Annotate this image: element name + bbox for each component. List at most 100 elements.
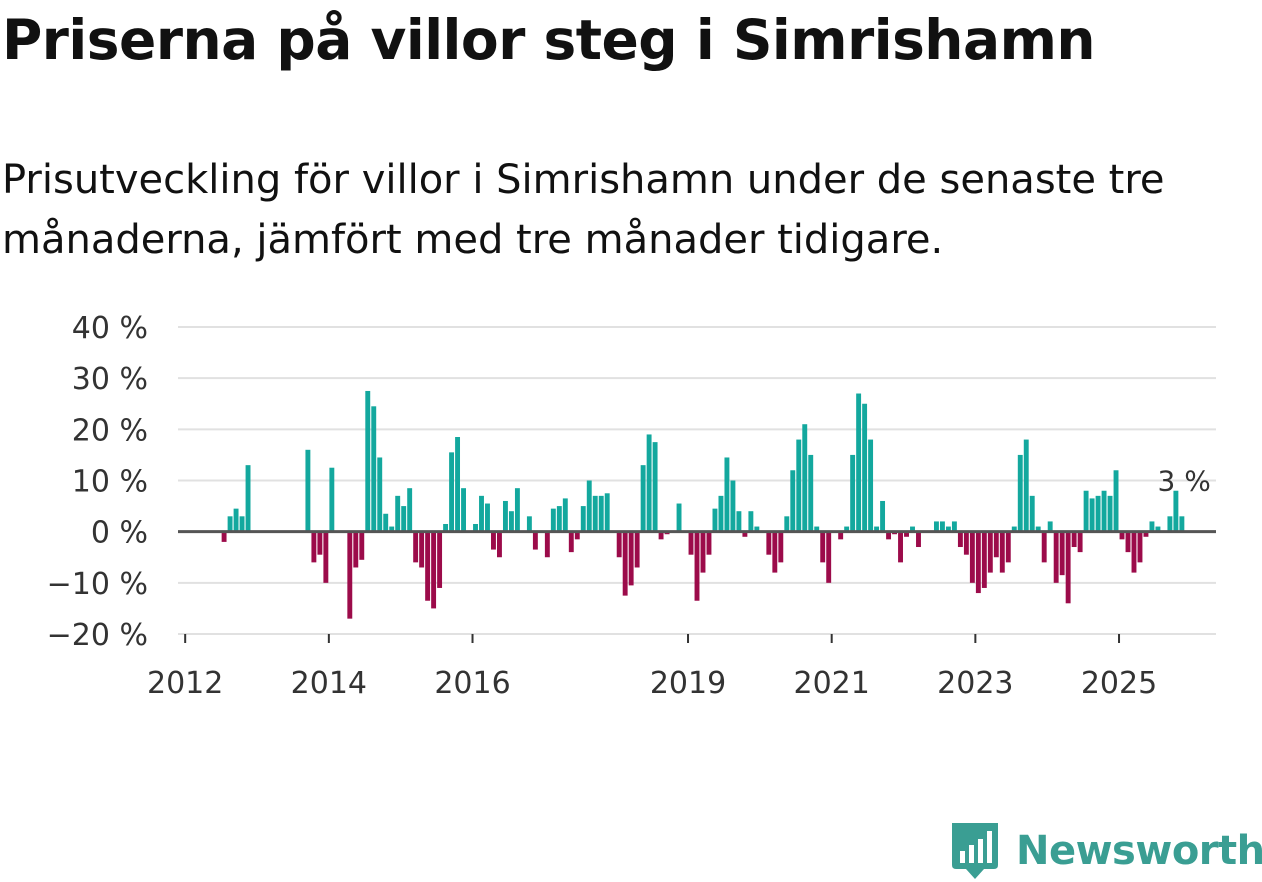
bar-negative — [957, 531, 963, 548]
bar-negative — [353, 531, 359, 568]
bar-negative — [1131, 531, 1137, 573]
bar-positive — [1149, 521, 1155, 532]
bar-negative — [838, 531, 844, 540]
bar-negative — [742, 531, 748, 537]
bar-positive — [1167, 516, 1173, 532]
bar-negative — [628, 531, 634, 586]
bar-positive — [508, 511, 514, 532]
bar-positive — [856, 393, 862, 532]
bar-negative — [359, 531, 365, 560]
bar-negative — [419, 531, 425, 568]
bar-positive — [1023, 439, 1029, 532]
bar-positive — [862, 403, 868, 532]
newsworthy-logo: Newsworthy — [950, 820, 1262, 882]
bar-positive — [868, 439, 874, 532]
bar-negative — [221, 531, 227, 542]
bar-negative — [969, 531, 975, 583]
bar-positive — [377, 457, 383, 532]
bar-negative — [1071, 531, 1077, 548]
bar-negative — [437, 531, 443, 588]
bar-negative — [694, 531, 700, 601]
bar-positive — [514, 488, 520, 532]
bar-positive — [395, 495, 401, 532]
bar-negative — [568, 531, 574, 553]
bar-positive — [808, 454, 814, 532]
bar-negative — [1119, 531, 1125, 540]
bar-negative — [311, 531, 317, 563]
x-tick-label: 2021 — [794, 666, 870, 700]
bar-negative — [347, 531, 353, 619]
bar-positive — [939, 521, 945, 532]
bar-negative — [1065, 531, 1071, 604]
bar-positive — [718, 495, 724, 532]
bar-positive — [646, 434, 652, 532]
bar-positive — [844, 526, 850, 532]
bar-positive — [485, 503, 490, 532]
bar-negative — [1041, 531, 1047, 563]
bar-negative — [916, 531, 921, 548]
bar-positive — [1089, 498, 1095, 532]
bar-negative — [993, 531, 999, 558]
bar-negative — [491, 531, 496, 550]
bar-positive — [1047, 521, 1053, 532]
bar-positive — [580, 506, 586, 532]
bar-positive — [502, 500, 508, 532]
bar-positive — [1083, 490, 1089, 532]
bar-positive — [933, 521, 939, 532]
y-tick-label: −20 % — [47, 618, 148, 653]
y-tick-label: 30 % — [72, 362, 148, 397]
bar-positive — [1173, 490, 1179, 532]
bar-negative — [975, 531, 981, 594]
chart-title: Priserna på villor steg i Simrishamn — [2, 8, 1096, 72]
bar-negative — [317, 531, 323, 555]
bar-positive — [880, 500, 886, 532]
bar-negative — [532, 531, 538, 550]
bar-positive — [784, 516, 790, 532]
bar-positive — [652, 442, 658, 532]
x-tick-label: 2023 — [937, 666, 1013, 700]
bar-positive — [586, 480, 592, 532]
bar-positive — [676, 503, 682, 532]
bar-positive — [796, 439, 802, 532]
bar-positive — [724, 457, 730, 532]
bar-positive — [802, 424, 808, 532]
x-tick-label: 2014 — [291, 666, 367, 700]
bar-positive — [461, 488, 466, 532]
bar-positive — [245, 465, 251, 532]
y-tick-label: −10 % — [47, 567, 148, 602]
bar-negative — [1059, 531, 1065, 576]
bar-negative — [1143, 531, 1149, 537]
bar-positive — [383, 513, 389, 532]
bar-positive — [1179, 516, 1185, 532]
bar-negative — [688, 531, 694, 555]
bar-positive — [401, 506, 407, 532]
bar-positive — [556, 506, 562, 532]
bar-positive — [730, 480, 736, 532]
y-tick-label: 10 % — [72, 465, 148, 500]
bar-positive — [407, 488, 413, 532]
bar-negative — [323, 531, 329, 583]
bar-positive — [790, 470, 796, 532]
bar-positive — [910, 526, 915, 532]
y-tick-label: 0 % — [91, 516, 148, 551]
bar-negative — [820, 531, 826, 563]
bar-positive — [748, 511, 754, 532]
bar-chart: −20 % −10 % 0 % 10 % 20 % 30 % 40 % 2012 2014 201… — [47, 311, 1216, 700]
bar-positive — [1029, 495, 1035, 532]
x-tick-label: 2012 — [147, 666, 223, 700]
bar-positive — [850, 454, 856, 532]
bar-positive — [640, 465, 646, 532]
bar-positive — [233, 508, 239, 532]
bar-positive — [473, 523, 478, 532]
bar-negative — [622, 531, 628, 596]
bar-negative — [1125, 531, 1131, 553]
chart-subtitle: Prisutveckling för villor i Simrishamn u… — [2, 157, 1165, 263]
bar-negative — [700, 531, 706, 573]
bar-positive — [1155, 526, 1161, 532]
last-value-annotation: 3 % — [1158, 464, 1211, 497]
bar-positive — [736, 511, 742, 532]
bar-negative — [497, 531, 502, 558]
y-tick-label: 20 % — [72, 413, 148, 448]
bar-positive — [1011, 526, 1017, 532]
y-tick-label: 40 % — [72, 311, 148, 346]
